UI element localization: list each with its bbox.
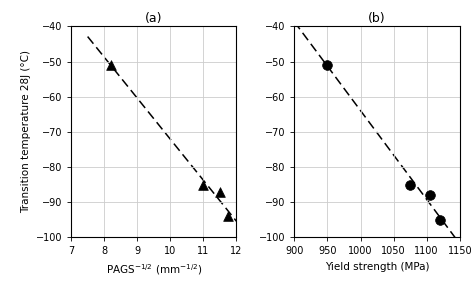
Point [216,189,224,194]
Y-axis label: Transition temperature 28J (°C): Transition temperature 28J (°C) [21,50,31,213]
Title: (b): (b) [368,12,386,25]
Point [436,217,444,222]
Point [324,63,331,67]
Point [224,214,232,219]
Point [200,182,207,187]
Point [426,193,434,197]
Title: (a): (a) [145,12,163,25]
X-axis label: PAGS$^{-1/2}$ (mm$^{-1/2}$): PAGS$^{-1/2}$ (mm$^{-1/2}$) [106,262,202,277]
X-axis label: Yield strength (MPa): Yield strength (MPa) [325,262,429,272]
Point [107,63,115,67]
Point [406,182,414,187]
